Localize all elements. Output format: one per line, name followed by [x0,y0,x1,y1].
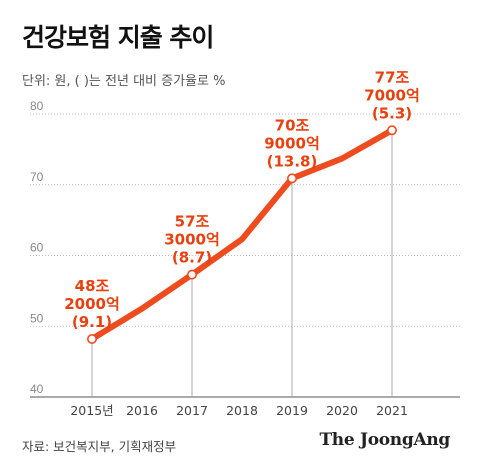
x-tick-label: 2016 [126,403,158,418]
x-tick-label: 2020 [326,403,358,418]
data-label: (5.3) [372,104,412,122]
x-tick-label: 2015년 [70,403,113,418]
y-tick-label: 50 [30,311,44,325]
data-label: 9000억 [264,134,320,152]
data-point-marker [286,173,297,184]
data-label: (9.1) [72,313,112,331]
data-point-marker [187,269,198,280]
source-note: 자료: 보건복지부, 기획재정부 [22,439,177,454]
x-tick-label: 2019 [276,403,308,418]
x-tick-label: 2017 [176,403,208,418]
y-tick-label: 60 [30,241,44,255]
y-tick-label: 80 [30,99,44,113]
data-point-marker [386,125,397,136]
data-label: 57조 [175,213,210,231]
data-label: 77조 [375,68,410,86]
x-tick-label: 2018 [226,403,258,418]
data-label: (8.7) [172,249,212,267]
y-tick-label: 40 [30,382,44,396]
chart-title: 건강보험 지출 추이 [22,23,214,52]
data-label: 48조 [75,277,110,295]
data-point-marker [87,333,98,344]
chart-subtitle: 단위: 원, ( )는 전년 대비 증가율로 % [22,74,226,89]
data-label: 7000억 [364,86,420,104]
data-label: (13.8) [267,152,318,170]
data-label: 3000억 [164,231,220,249]
y-tick-label: 70 [30,170,44,184]
series-line [90,127,394,342]
x-tick-label: 2021 [376,403,408,418]
data-label: 70조 [275,116,310,134]
publisher-logo: The JoongAng [319,430,450,450]
data-label: 2000억 [64,295,120,313]
